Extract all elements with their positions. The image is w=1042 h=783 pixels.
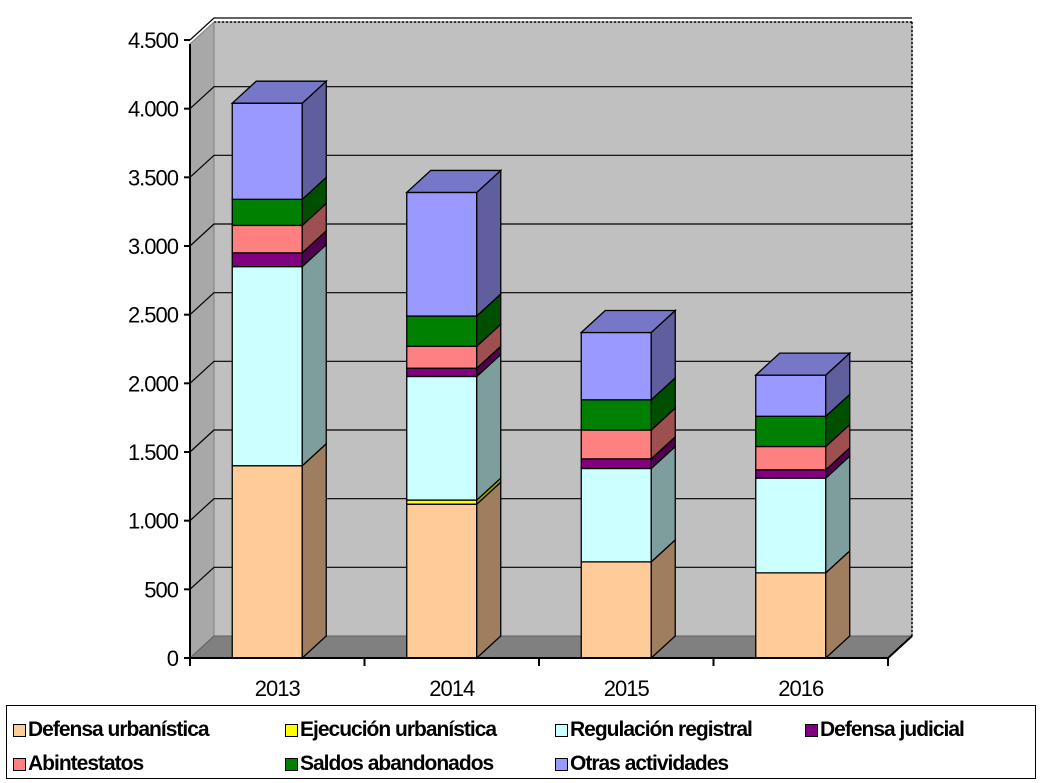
bar-stack-2014 xyxy=(405,168,503,660)
legend-item: Abintestatos xyxy=(13,752,144,776)
bar-stack-2015 xyxy=(579,309,677,660)
legend-label: Abintestatos xyxy=(28,752,144,775)
bar-stacks xyxy=(230,79,852,660)
y-tick-label: 3.500 xyxy=(128,165,179,190)
legend-item: Regulación registral xyxy=(555,718,753,742)
bar-segment-side xyxy=(476,480,502,660)
gridline xyxy=(189,360,912,384)
bar-segment xyxy=(406,191,478,317)
bar-segment-side xyxy=(301,243,327,468)
bar-segment-side xyxy=(301,442,327,660)
bar-segment xyxy=(580,458,652,470)
legend-item: Otras actividades xyxy=(555,752,729,776)
bar-segment-side xyxy=(476,168,502,318)
legend-swatch xyxy=(555,757,568,771)
legend-label: Saldos abandonados xyxy=(300,752,494,775)
legend-item: Defensa judicial xyxy=(805,718,965,742)
legend-swatch xyxy=(805,723,818,737)
x-tick-label: 2015 xyxy=(604,676,650,701)
legend-swatch xyxy=(285,757,298,771)
bar-segment xyxy=(580,399,652,431)
bar-segment xyxy=(406,375,478,501)
legend-label: Otras actividades xyxy=(570,752,729,775)
bar-segment xyxy=(580,331,652,401)
legend-item: Defensa urbanística xyxy=(13,718,210,742)
gridline xyxy=(189,223,912,247)
y-tick-label: 4.000 xyxy=(128,97,179,122)
y-tick-label: 2.500 xyxy=(128,303,179,328)
gridline xyxy=(189,154,912,178)
bar-segment xyxy=(231,198,303,227)
gridline xyxy=(189,566,912,590)
bar-segment xyxy=(755,374,827,417)
legend-swatch xyxy=(285,723,298,737)
bar-segment xyxy=(580,467,652,563)
chart-walls xyxy=(188,20,914,660)
legend-label: Ejecución urbanística xyxy=(300,718,497,741)
bar-segment xyxy=(231,252,303,268)
legend-label: Defensa urbanística xyxy=(28,718,210,741)
legend-label: Defensa judicial xyxy=(820,718,965,741)
bar-segment xyxy=(580,429,652,460)
legend-swatch xyxy=(13,757,26,771)
y-tick-label: 1.500 xyxy=(128,440,179,465)
bar-segment xyxy=(231,102,303,200)
x-tick-label: 2014 xyxy=(429,676,475,701)
y-tick-label: 500 xyxy=(144,577,178,602)
bar-stack-2016 xyxy=(754,351,852,660)
gridlines xyxy=(189,17,912,590)
bar-segment xyxy=(231,465,303,659)
y-tick-label: 0 xyxy=(167,646,179,671)
bar-segment xyxy=(755,445,827,471)
bar-segment-side xyxy=(476,352,502,502)
gridline xyxy=(189,86,912,110)
bar-segment xyxy=(755,477,827,574)
bar-segment xyxy=(231,265,303,467)
bar-segment xyxy=(755,469,827,479)
legend-swatch xyxy=(555,723,568,737)
bar-segment xyxy=(755,572,827,659)
bar-segment xyxy=(231,224,303,254)
y-tick-label: 4.500 xyxy=(128,28,179,53)
gridline xyxy=(189,292,912,316)
bar-stack-2013 xyxy=(230,79,328,660)
bar-top xyxy=(230,80,328,104)
side-wall xyxy=(189,20,215,660)
bar-segment xyxy=(406,367,478,378)
bar-top xyxy=(405,169,503,194)
axes xyxy=(184,39,913,666)
legend-item: Saldos abandonados xyxy=(285,752,494,776)
chart-legend: Defensa urbanística Ejecución urbanística… xyxy=(6,705,1036,779)
bar-segment xyxy=(406,315,478,347)
bar-segment xyxy=(580,561,652,659)
x-axis-end xyxy=(887,635,913,659)
legend-item: Ejecución urbanística xyxy=(285,718,497,742)
bar-segment xyxy=(755,415,827,448)
legend-swatch xyxy=(13,723,26,737)
tick-labels: 0 500 1.000 1.500 2.000 2.500 3.000 3.500 4.000 4… xyxy=(128,28,825,701)
y-tick-label: 3.000 xyxy=(128,234,179,259)
y-tick-label: 2.000 xyxy=(128,371,179,396)
legend-label: Regulación registral xyxy=(570,718,753,741)
bar-segment xyxy=(406,503,478,659)
y-tick-label: 1.000 xyxy=(128,509,179,534)
x-tick-label: 2016 xyxy=(778,676,824,701)
bar-top xyxy=(754,352,852,376)
gridline xyxy=(189,429,912,453)
bar-top xyxy=(579,309,677,334)
gridline xyxy=(189,498,912,522)
x-tick-label: 2013 xyxy=(255,676,301,701)
gridline xyxy=(189,17,912,41)
bar-segment xyxy=(406,345,478,369)
